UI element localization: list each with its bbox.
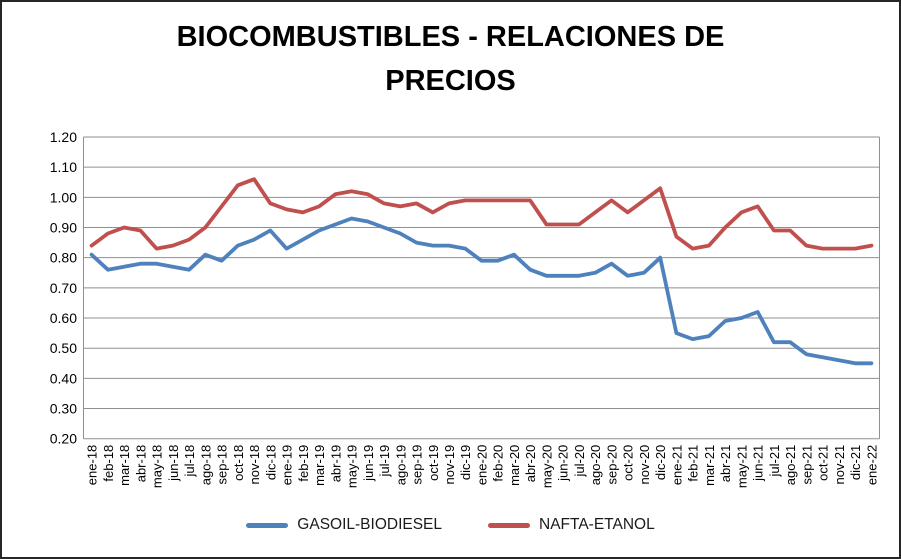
x-axis-tick-label: oct-21: [816, 445, 831, 481]
chart-title: BIOCOMBUSTIBLES - RELACIONES DE PRECIOS: [176, 21, 725, 97]
x-axis-tick-label: jun-18: [166, 445, 181, 482]
y-axis-tick-label: 0.20: [50, 431, 77, 447]
x-axis-tick-label: ene-22: [864, 445, 879, 485]
x-axis-tick-label: jul-19: [377, 445, 392, 478]
x-axis-tick-label: sep-18: [215, 445, 230, 485]
x-axis-tick-label: jun-19: [361, 445, 376, 482]
x-axis-tick-label: may-18: [150, 445, 165, 488]
nafta-etanol-line-swatch: [488, 522, 531, 528]
x-axis-tick-label: dic-18: [263, 445, 278, 480]
x-axis-tick-label: ago-21: [783, 445, 798, 485]
x-axis-tick-label: may-19: [345, 445, 360, 488]
x-axis-tick-label: mar-19: [312, 445, 327, 486]
x-axis-tick-label: sep-19: [410, 445, 425, 485]
x-axis-tick-label: oct-19: [426, 445, 441, 481]
nafta-etanol-line: [89, 177, 874, 251]
x-axis-tick-label: jul-21: [767, 445, 782, 478]
x-axis-tick-label: mar-18: [117, 445, 132, 486]
x-axis-tick-label: ago-19: [393, 445, 408, 485]
x-axis-tick-label: oct-18: [231, 445, 246, 481]
x-axis-tick-label: mar-21: [702, 445, 717, 486]
x-axis-tick-label: feb-19: [296, 445, 311, 482]
x-axis-tick-label: mar-20: [507, 445, 522, 486]
legend-label-nafta-etanol: NAFTA-ETANOL: [539, 516, 655, 533]
x-axis-tick-label: sep-21: [799, 445, 814, 485]
legend-item-nafta-etanol: NAFTA-ETANOL: [488, 516, 655, 534]
x-axis-tick-label: ene-19: [280, 445, 295, 485]
y-axis-tick-label: 1.00: [50, 189, 77, 205]
x-axis-tick-label: ago-18: [198, 445, 213, 485]
y-axis-tick-label: 0.50: [50, 340, 77, 356]
x-axis-tick-label: ago-20: [588, 445, 603, 485]
x-axis-tick-label: feb-21: [686, 445, 701, 482]
y-axis-tick-label: 0.90: [50, 220, 77, 236]
legend-item-gasoil-biodiesel: GASOIL-BIODIESEL: [246, 516, 442, 534]
y-axis-tick-label: 0.40: [50, 370, 77, 386]
x-axis-tick-label: nov-20: [637, 445, 652, 485]
x-axis-tick-label: nov-21: [832, 445, 847, 485]
x-axis-tick-label: ene-21: [669, 445, 684, 485]
x-axis-tick-label: may-20: [539, 445, 554, 488]
y-axis-tick-label: 0.80: [50, 250, 77, 266]
y-axis-tick-label: 1.20: [50, 129, 77, 145]
x-axis-tick-label: jul-18: [182, 445, 197, 478]
legend-label-gasoil-biodiesel: GASOIL-BIODIESEL: [297, 516, 443, 533]
x-axis-tick-label: feb-20: [491, 445, 506, 482]
y-axis-tick-label: 0.70: [50, 280, 77, 296]
x-axis-tick-label: dic-20: [653, 445, 668, 480]
gasoil-biodiesel-line: [89, 216, 874, 366]
y-axis-tick-label: 0.30: [50, 401, 77, 417]
x-axis-tick-label: jun-21: [751, 445, 766, 482]
y-axis-tick-label: 1.10: [50, 159, 77, 175]
x-axis-tick-label: nov-18: [247, 445, 262, 485]
chart-legend: GASOIL-BIODIESEL NAFTA-ETANOL: [2, 516, 899, 534]
x-axis-tick-label: jul-20: [572, 445, 587, 478]
x-axis-tick-label: abr-21: [718, 445, 733, 483]
gasoil-biodiesel-line-swatch: [246, 522, 289, 528]
x-axis-tick-label: abr-20: [523, 445, 538, 483]
x-axis-tick-label: jun-20: [556, 445, 571, 482]
x-axis-tick-label: feb-18: [101, 445, 116, 482]
x-axis-tick-label: oct-20: [621, 445, 636, 481]
x-axis-tick-label: ene-18: [85, 445, 100, 485]
x-axis-tick-label: abr-18: [133, 445, 148, 483]
x-axis-tick-label: may-21: [734, 445, 749, 488]
x-axis-tick-label: dic-21: [848, 445, 863, 480]
y-axis-tick-label: 0.60: [50, 310, 77, 326]
x-axis-tick-label: sep-20: [604, 445, 619, 485]
x-axis-tick-label: ene-20: [475, 445, 490, 485]
x-axis-tick-label: nov-19: [442, 445, 457, 485]
x-axis-tick-label: abr-19: [328, 445, 343, 483]
x-axis-tick-label: dic-19: [458, 445, 473, 480]
